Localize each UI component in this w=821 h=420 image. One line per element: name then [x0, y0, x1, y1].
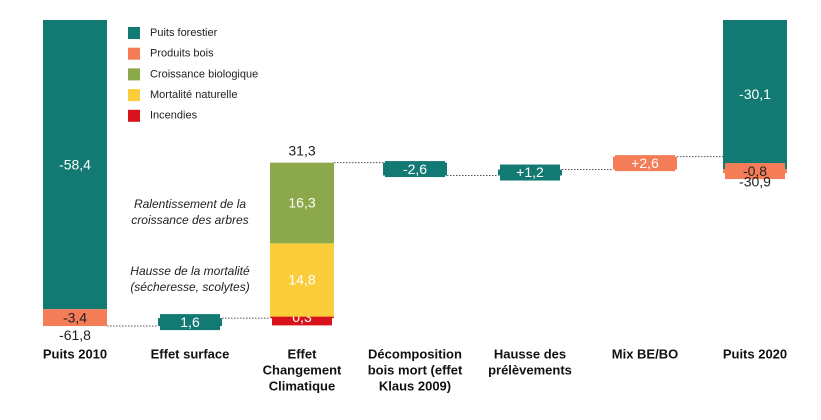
bar-segment — [43, 309, 107, 327]
value-label: +2,6 — [631, 155, 659, 171]
x-tick-label: Puits 2020 — [723, 346, 787, 361]
annotation: Hausse de la mortalité — [130, 264, 250, 278]
bar-segment — [270, 162, 334, 244]
value-label: -2,6 — [403, 161, 427, 177]
value-label: 14,8 — [288, 272, 315, 288]
x-tick-label: bois mort (effet — [368, 362, 463, 377]
bar-segment — [383, 162, 447, 176]
value-label: -3,4 — [63, 309, 87, 325]
bar-segment — [270, 316, 334, 319]
total-label: 31,3 — [288, 142, 315, 158]
bar-segment — [43, 20, 107, 310]
legend-label: Produits bois — [150, 48, 214, 60]
x-tick-label: Effet — [288, 346, 318, 361]
x-tick-label: Changement — [263, 362, 342, 377]
x-tick-label: Climatique — [269, 378, 335, 393]
x-tick-label: prélèvements — [488, 362, 572, 377]
bar-segment — [723, 20, 787, 170]
legend-swatch — [128, 68, 140, 81]
x-tick-label: Puits 2010 — [43, 346, 107, 361]
annotation: (sécheresse, scolytes) — [130, 280, 249, 294]
x-tick-label: Mix BE/BO — [612, 346, 678, 361]
annotation: Ralentissement de la — [134, 197, 246, 211]
x-tick-label: Décomposition — [368, 346, 462, 361]
value-label: -0,8 — [743, 163, 767, 179]
legend-swatch — [128, 27, 140, 39]
legend-label: Incendies — [150, 110, 198, 122]
legend-label: Croissance biologique — [150, 68, 258, 80]
total-label: -30,9 — [739, 174, 771, 190]
bar-segment — [723, 169, 787, 174]
value-label: +1,2 — [516, 164, 544, 180]
bar-segment — [158, 318, 222, 327]
bar-segment — [613, 156, 677, 170]
x-tick-label: Hausse des — [494, 346, 566, 361]
value-label: -30,1 — [739, 86, 771, 102]
total-label: -61,8 — [59, 327, 91, 343]
legend-swatch — [128, 47, 140, 60]
legend-swatch — [128, 109, 140, 122]
bar-segment — [498, 169, 562, 176]
legend-swatch — [128, 89, 140, 102]
x-tick-label: Klaus 2009) — [379, 378, 451, 393]
value-label: 16,3 — [288, 195, 315, 211]
legend-label: Mortalité naturelle — [150, 89, 237, 101]
value-label: 1,6 — [180, 314, 200, 330]
x-tick-label: Effet surface — [151, 346, 230, 361]
annotation: croissance des arbres — [131, 213, 248, 227]
legend-label: Puits forestier — [150, 27, 218, 39]
value-label: -58,4 — [59, 156, 91, 172]
bar-segment — [270, 243, 334, 317]
